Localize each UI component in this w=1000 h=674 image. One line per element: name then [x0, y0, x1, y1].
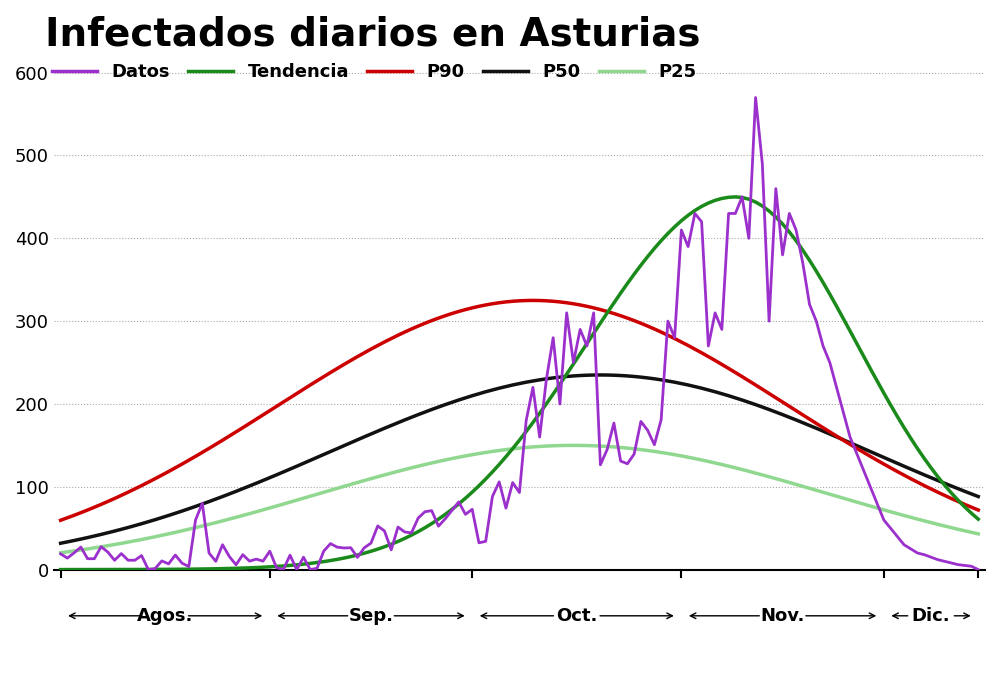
- Text: Agos.: Agos.: [137, 607, 193, 625]
- Text: Sep.: Sep.: [348, 607, 393, 625]
- Text: Dic.: Dic.: [912, 607, 950, 625]
- Text: Infectados diarios en Asturias: Infectados diarios en Asturias: [45, 15, 700, 53]
- Text: Oct.: Oct.: [556, 607, 597, 625]
- Legend: Datos, Tendencia, P90, P50, P25: Datos, Tendencia, P90, P50, P25: [45, 56, 704, 88]
- Text: Nov.: Nov.: [760, 607, 805, 625]
